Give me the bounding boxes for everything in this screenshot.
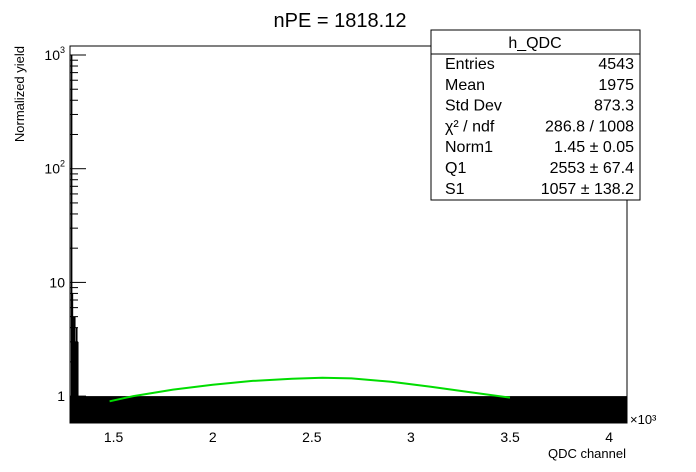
- x-tick-label: 1.5: [104, 429, 124, 445]
- x-tick-label: 3: [407, 429, 415, 445]
- y-tick-label: 102: [44, 159, 65, 177]
- x-axis-multiplier: ×10³: [630, 412, 657, 427]
- y-tick-exponent: 2: [60, 159, 65, 169]
- stats-rows: Entries 4543 Mean 1975 Std Dev 873.3 χ² / ndf 2…: [445, 56, 634, 198]
- stats-box-title: h_QDC: [508, 35, 561, 52]
- y-tick-label: 10: [49, 274, 65, 290]
- histogram-spike: [76, 341, 79, 423]
- histogram-spike: [73, 316, 76, 423]
- stats-row-value: 1.45 ± 0.05: [554, 139, 634, 156]
- y-tick-label: 103: [44, 45, 65, 63]
- fit-layer: [109, 376, 511, 403]
- stats-box: h_QDC Entries 4543 Mean 1975 Std Dev 873.3 χ² …: [430, 29, 641, 201]
- x-tick-label: 4: [605, 429, 613, 445]
- histogram-baseline-band: [70, 396, 627, 423]
- stats-row-value: 873.3: [594, 98, 634, 115]
- stats-row-value: 4543: [598, 56, 634, 73]
- stats-row-value: 286.8 / 1008: [545, 118, 634, 135]
- x-axis-title: QDC channel: [548, 446, 626, 461]
- stats-row-label: Std Dev: [445, 98, 502, 115]
- histogram-spike: [74, 341, 77, 423]
- histogram-spike: [75, 327, 78, 423]
- stats-row-label: χ² / ndf: [445, 118, 495, 135]
- chart-title: nPE = 1818.12: [274, 10, 407, 32]
- histogram-layer: [70, 55, 627, 424]
- stats-row-value: 2553 ± 67.4: [550, 160, 635, 177]
- stats-row-value: 1057 ± 138.2: [541, 181, 634, 198]
- stats-row-value: 1975: [598, 77, 634, 94]
- stats-row-label: Q1: [445, 160, 466, 177]
- fit-curve-line: [109, 376, 511, 403]
- x-tick-label: 2: [209, 429, 217, 445]
- y-tick-exponent: 3: [60, 45, 65, 55]
- stats-row-label: Entries: [445, 56, 495, 73]
- stats-row-label: S1: [445, 181, 465, 198]
- stats-box-frame: [430, 29, 641, 201]
- stats-row-label: Mean: [445, 77, 485, 94]
- y-axis-title: Normalized yield: [12, 46, 27, 142]
- x-tick-label: 2.5: [302, 429, 322, 445]
- histogram-spike: [70, 55, 73, 424]
- x-tick-label: 3.5: [500, 429, 520, 445]
- stats-row-label: Norm1: [445, 139, 493, 156]
- y-tick-label: 1: [57, 388, 65, 404]
- axis-layer: 1.5 2 2.5 3 3.5 4 1 10 102 103: [44, 45, 613, 445]
